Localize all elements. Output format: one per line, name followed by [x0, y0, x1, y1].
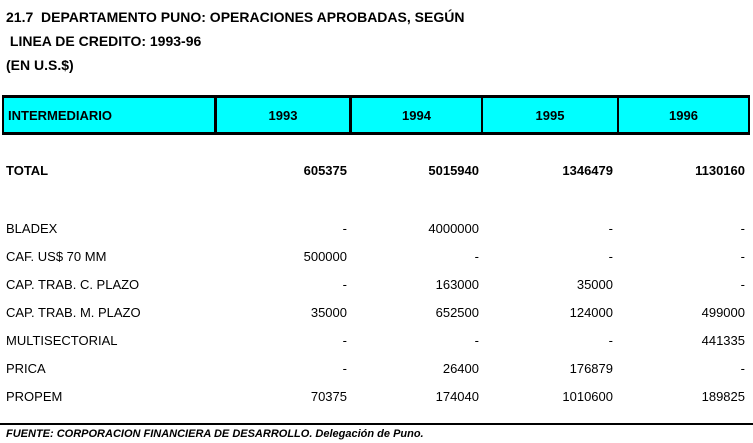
cell-value: 499000: [701, 304, 745, 320]
table-row: CAP. TRAB. M. PLAZO 35000 652500 124000 …: [2, 298, 750, 326]
row-label: CAP. TRAB. C. PLAZO: [6, 276, 140, 292]
header-cell-1995: 1995: [481, 98, 617, 132]
cell-value: -: [342, 360, 347, 376]
cell-value: 189825: [701, 388, 745, 404]
header-cell-1994: 1994: [349, 98, 481, 132]
cell-value: 441335: [701, 332, 745, 348]
cell-value: -: [474, 248, 479, 264]
cell-value: -: [342, 332, 347, 348]
table-row: PRICA - 26400 176879 -: [2, 354, 750, 382]
cell-value: 4000000: [428, 220, 479, 236]
row-label: MULTISECTORIAL: [6, 332, 118, 348]
table-header-row: INTERMEDIARIO 1993 1994 1995 1996: [2, 95, 750, 135]
cell-value: 26400: [442, 360, 479, 376]
cell-value: 70375: [310, 388, 347, 404]
cell-value: -: [342, 220, 347, 236]
cell-value: -: [608, 332, 613, 348]
row-label: BLADEX: [6, 220, 58, 236]
row-label: PROPEM: [6, 388, 63, 404]
title-line-3: (EN U.S.$): [6, 57, 74, 73]
cell-value: 652500: [435, 304, 479, 320]
cell-value: 174040: [435, 388, 479, 404]
cell-value: -: [740, 220, 745, 236]
cell-value: 176879: [569, 360, 613, 376]
cell-value: -: [474, 332, 479, 348]
cell-value: 124000: [569, 304, 613, 320]
table-row: PROPEM 70375 174040 1010600 189825: [2, 382, 750, 410]
table-row: CAF. US$ 70 MM 500000 - - -: [2, 242, 750, 270]
table-row: BLADEX - 4000000 - -: [2, 214, 750, 242]
cell-value: 1130160: [695, 162, 745, 178]
header-cell-1996: 1996: [617, 98, 748, 132]
cell-value: 35000: [310, 304, 347, 320]
source-note: FUENTE: CORPORACION FINANCIERA DE DESARR…: [6, 428, 424, 440]
cell-value: -: [608, 220, 613, 236]
cell-value: 5015940: [428, 162, 479, 178]
cell-value: 163000: [435, 276, 479, 292]
row-label: CAP. TRAB. M. PLAZO: [6, 304, 141, 320]
title-block: 21.7 DEPARTAMENTO PUNO: OPERACIONES APRO…: [6, 5, 747, 77]
cell-value: -: [740, 276, 745, 292]
cell-value: 500000: [303, 248, 347, 264]
row-spacer: [2, 184, 750, 214]
row-label: TOTAL: [6, 162, 49, 178]
title-line-2: LINEA DE CREDITO: 1993-96: [6, 33, 202, 49]
row-label: PRICA: [6, 360, 46, 376]
table-row: MULTISECTORIAL - - - 441335: [2, 326, 750, 354]
table-row: CAP. TRAB. C. PLAZO - 163000 35000 -: [2, 270, 750, 298]
cell-value: -: [740, 248, 745, 264]
table-body: TOTAL 605375 5015940 1346479 1130160 BLA…: [2, 156, 750, 410]
cell-value: 605375: [303, 162, 347, 178]
header-cell-1993: 1993: [214, 98, 349, 132]
footer-divider: FUENTE: CORPORACION FINANCIERA DE DESARR…: [0, 423, 753, 440]
table-row-total: TOTAL 605375 5015940 1346479 1130160: [2, 156, 750, 184]
cell-value: -: [740, 360, 745, 376]
title-line-1: 21.7 DEPARTAMENTO PUNO: OPERACIONES APRO…: [6, 9, 465, 25]
cell-value: 1010600: [562, 388, 613, 404]
cell-value: 35000: [576, 276, 613, 292]
cell-value: 1346479: [562, 162, 613, 178]
header-cell-intermediario: INTERMEDIARIO: [8, 107, 112, 123]
cell-value: -: [608, 248, 613, 264]
cell-value: -: [342, 276, 347, 292]
row-label: CAF. US$ 70 MM: [6, 248, 107, 264]
